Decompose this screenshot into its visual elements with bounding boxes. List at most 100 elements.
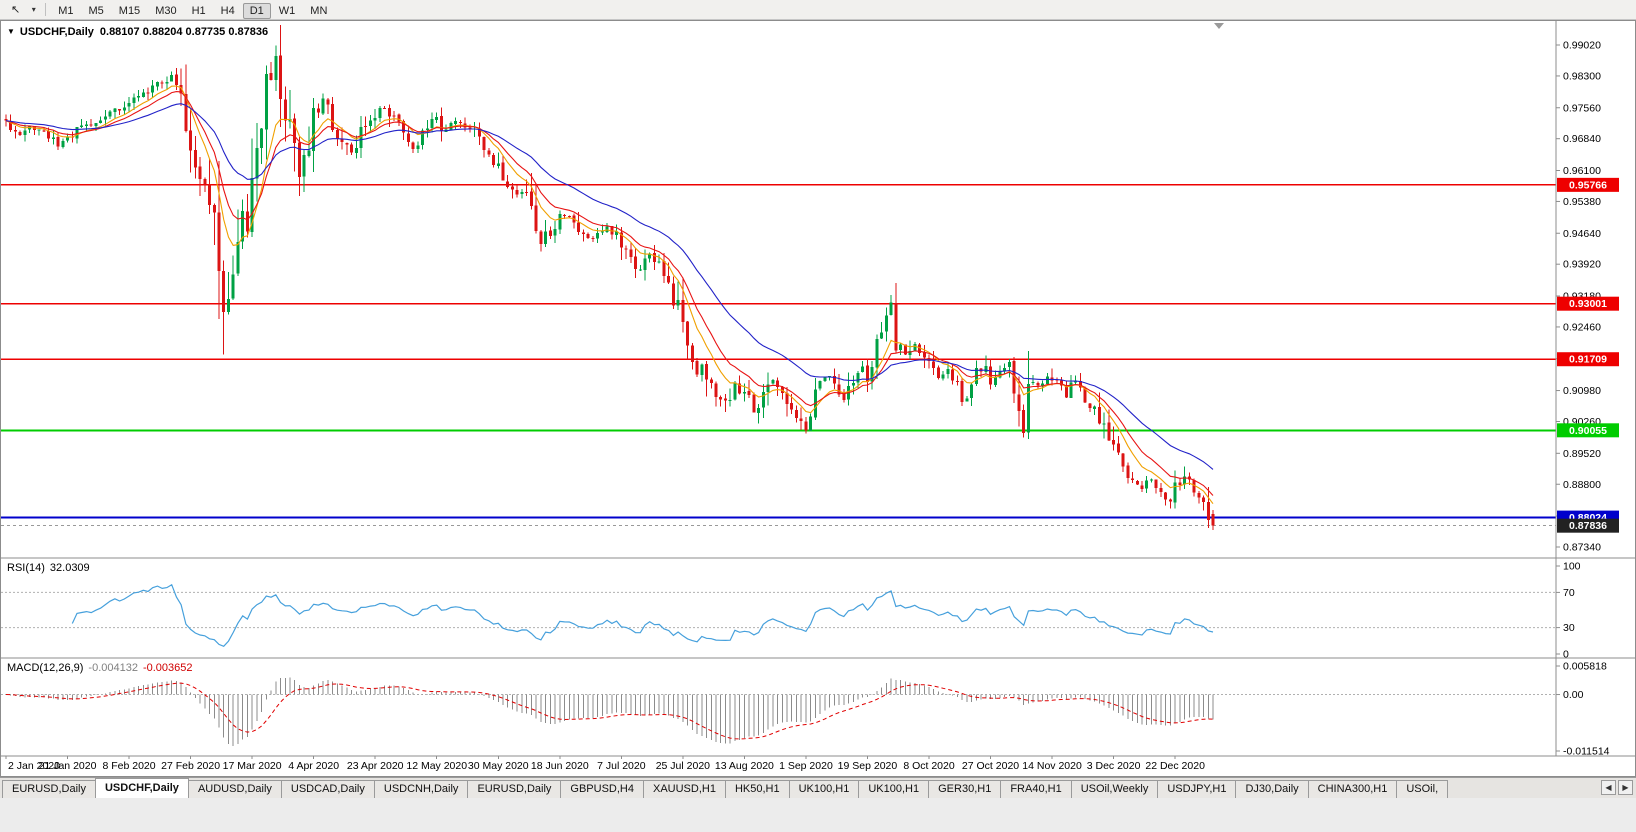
date-label: 27 Feb 2020 bbox=[161, 760, 220, 772]
chart-tab-fra40-h1[interactable]: FRA40,H1 bbox=[1000, 780, 1072, 798]
price-tick-label: 0.89520 bbox=[1563, 448, 1601, 460]
price-tick-label: 0.99020 bbox=[1563, 40, 1601, 52]
chart-tab-ger30-h1[interactable]: GER30,H1 bbox=[928, 780, 1002, 798]
date-label: 22 Dec 2020 bbox=[1145, 760, 1205, 772]
chart-tab-usdjpy-h1[interactable]: USDJPY,H1 bbox=[1157, 780, 1237, 798]
chart-tab-usoil[interactable]: USOil, bbox=[1396, 780, 1449, 798]
price-tick-label: 0.96840 bbox=[1563, 133, 1601, 145]
price-tick-label: 0.93920 bbox=[1563, 259, 1601, 271]
candlestick-series[interactable] bbox=[4, 25, 1215, 531]
chart-tab-eurusd-daily[interactable]: EURUSD,Daily bbox=[467, 780, 562, 798]
date-label: 4 Apr 2020 bbox=[288, 760, 339, 772]
level-price-badge bbox=[1557, 177, 1619, 192]
timeframe-button-mn[interactable]: MN bbox=[310, 4, 328, 17]
date-label: 3 Dec 2020 bbox=[1087, 760, 1141, 772]
chart-tab-xauusd-h1[interactable]: XAUUSD,H1 bbox=[642, 780, 726, 798]
tab-scroll-arrows: ◀ ▶ bbox=[1598, 778, 1636, 798]
date-label: 8 Feb 2020 bbox=[102, 760, 155, 772]
chart-tab-dj30-daily[interactable]: DJ30,Daily bbox=[1235, 780, 1309, 798]
date-label: 21 Jan 2020 bbox=[39, 760, 97, 772]
chart-tab-uk100-h1[interactable]: UK100,H1 bbox=[858, 780, 930, 798]
macd-label: MACD(12,26,9) bbox=[7, 662, 84, 674]
toolbar-separator bbox=[45, 3, 47, 16]
price-tick-label: 0.98300 bbox=[1563, 70, 1601, 82]
level-price-badge bbox=[1557, 296, 1619, 311]
date-label: 30 May 2020 bbox=[468, 760, 529, 772]
rsi-scale-label: 70 bbox=[1563, 587, 1575, 599]
timeframe-button-m30[interactable]: M30 bbox=[155, 4, 177, 17]
macd-main-value: -0.004132 bbox=[88, 662, 138, 674]
chart-tab-usoil-weekly[interactable]: USOil,Weekly bbox=[1070, 780, 1159, 798]
macd-signal-line bbox=[5, 682, 1214, 740]
timeframe-button-m5[interactable]: M5 bbox=[88, 4, 104, 17]
tab-scroll-left-icon[interactable]: ◀ bbox=[1601, 780, 1616, 795]
level-price-badge-label: 0.90055 bbox=[1569, 425, 1607, 437]
chart-tab-usdcad-daily[interactable]: USDCAD,Daily bbox=[280, 780, 375, 798]
timeframe-button-m15[interactable]: M15 bbox=[118, 4, 141, 17]
macd-signal-value: -0.003652 bbox=[142, 662, 193, 674]
timeframe-button-h1[interactable]: H1 bbox=[191, 4, 206, 17]
tab-scroll-right-icon[interactable]: ▶ bbox=[1618, 780, 1633, 795]
timeframe-button-m1[interactable]: M1 bbox=[58, 4, 74, 17]
date-label: 14 Nov 2020 bbox=[1022, 760, 1082, 772]
level-price-badge-label: 0.91709 bbox=[1569, 354, 1607, 366]
price-tick-label: 0.90980 bbox=[1563, 385, 1601, 397]
rsi-line bbox=[71, 583, 1214, 648]
current-price-badge-label: 0.87836 bbox=[1569, 520, 1607, 532]
level-price-badge bbox=[1557, 352, 1619, 367]
price-tick-label: 0.88800 bbox=[1563, 479, 1601, 491]
chart-tab-hk50-h1[interactable]: HK50,H1 bbox=[724, 780, 790, 798]
status-bar-area bbox=[0, 798, 1636, 832]
level-price-badge-label: 0.93001 bbox=[1569, 298, 1607, 310]
ma-slow-line[interactable] bbox=[5, 103, 1214, 470]
level-price-badge bbox=[1557, 423, 1619, 438]
date-label: 19 Sep 2020 bbox=[838, 760, 898, 772]
chart-window-background bbox=[0, 20, 1636, 777]
rsi-scale-label: 30 bbox=[1563, 622, 1575, 634]
price-tick-label: 0.95380 bbox=[1563, 196, 1601, 208]
chart-tab-bar: EURUSD,Daily USDCHF,Daily AUDUSD,Daily USDC… bbox=[0, 777, 1636, 798]
rsi-label: RSI(14) bbox=[7, 562, 45, 574]
timeframe-button-w1[interactable]: W1 bbox=[278, 4, 296, 17]
date-label: 8 Oct 2020 bbox=[903, 760, 955, 772]
chart-tab-china300-h1[interactable]: CHINA300,H1 bbox=[1307, 780, 1398, 798]
chart-tab-eurusd-daily[interactable]: EURUSD,Daily bbox=[2, 780, 96, 798]
date-label: 1 Sep 2020 bbox=[779, 760, 833, 772]
chart-ohlc-values: 0.88107 0.88204 0.87735 0.87836 bbox=[99, 26, 269, 38]
level-price-badge-label: 0.95766 bbox=[1569, 179, 1607, 191]
chevron-down-icon[interactable]: ▾ bbox=[31, 5, 36, 14]
timeframe-button-group: M1 M5 M15 M30 H1 H4 D1 W1 MN bbox=[51, 1, 335, 19]
top-toolbar: ↖ ▾ M1 M5 M15 M30 H1 H4 D1 W1 MN bbox=[0, 0, 1636, 20]
price-tick-label: 0.96100 bbox=[1563, 165, 1601, 177]
date-label: 23 Apr 2020 bbox=[347, 760, 404, 772]
rsi-value: 32.0309 bbox=[49, 562, 90, 574]
chart-collapse-caret-icon[interactable]: ▼ bbox=[7, 27, 15, 36]
date-label: 12 May 2020 bbox=[406, 760, 467, 772]
price-axis[interactable]: 0.99020 0.98300 0.97560 0.96840 0.96100 0.953… bbox=[1555, 21, 1619, 758]
chart-shift-marker-icon[interactable] bbox=[1214, 23, 1224, 29]
chart-tab-audusd-daily[interactable]: AUDUSD,Daily bbox=[187, 780, 282, 798]
timeframe-button-h4[interactable]: H4 bbox=[220, 4, 235, 17]
rsi-scale-label: 0 bbox=[1563, 649, 1569, 661]
date-label: 27 Oct 2020 bbox=[962, 760, 1019, 772]
ma-medium-line[interactable] bbox=[5, 91, 1214, 496]
chart-tab-uk100-h1[interactable]: UK100,H1 bbox=[788, 780, 860, 798]
current-price-badge bbox=[1557, 518, 1619, 533]
timeframe-button-d1[interactable]: D1 bbox=[242, 2, 271, 19]
price-tick-label: 0.94640 bbox=[1563, 228, 1601, 240]
cursor-tool-icon[interactable]: ↖ bbox=[11, 4, 21, 16]
date-label: 7 Jul 2020 bbox=[597, 760, 646, 772]
macd-indicator-label: MACD(12,26,9) -0.004132 -0.003652 bbox=[7, 662, 193, 674]
chart-tab-usdcnh-daily[interactable]: USDCNH,Daily bbox=[373, 780, 469, 798]
rsi-scale-label: 100 bbox=[1563, 561, 1581, 573]
date-label: 2 Jan 2020 bbox=[8, 760, 60, 772]
chart-tab-usdchf-daily[interactable]: USDCHF,Daily bbox=[94, 778, 189, 798]
rsi-indicator-label: RSI(14) 32.0309 bbox=[7, 562, 90, 574]
horizontal-level-lines[interactable] bbox=[1, 184, 1556, 527]
chart-tab-gbpusd-h4[interactable]: GBPUSD,H4 bbox=[560, 780, 644, 798]
price-tick-label: 0.97560 bbox=[1563, 102, 1601, 114]
macd-scale-label: 0.00 bbox=[1563, 689, 1584, 701]
date-label: 13 Aug 2020 bbox=[715, 760, 774, 772]
